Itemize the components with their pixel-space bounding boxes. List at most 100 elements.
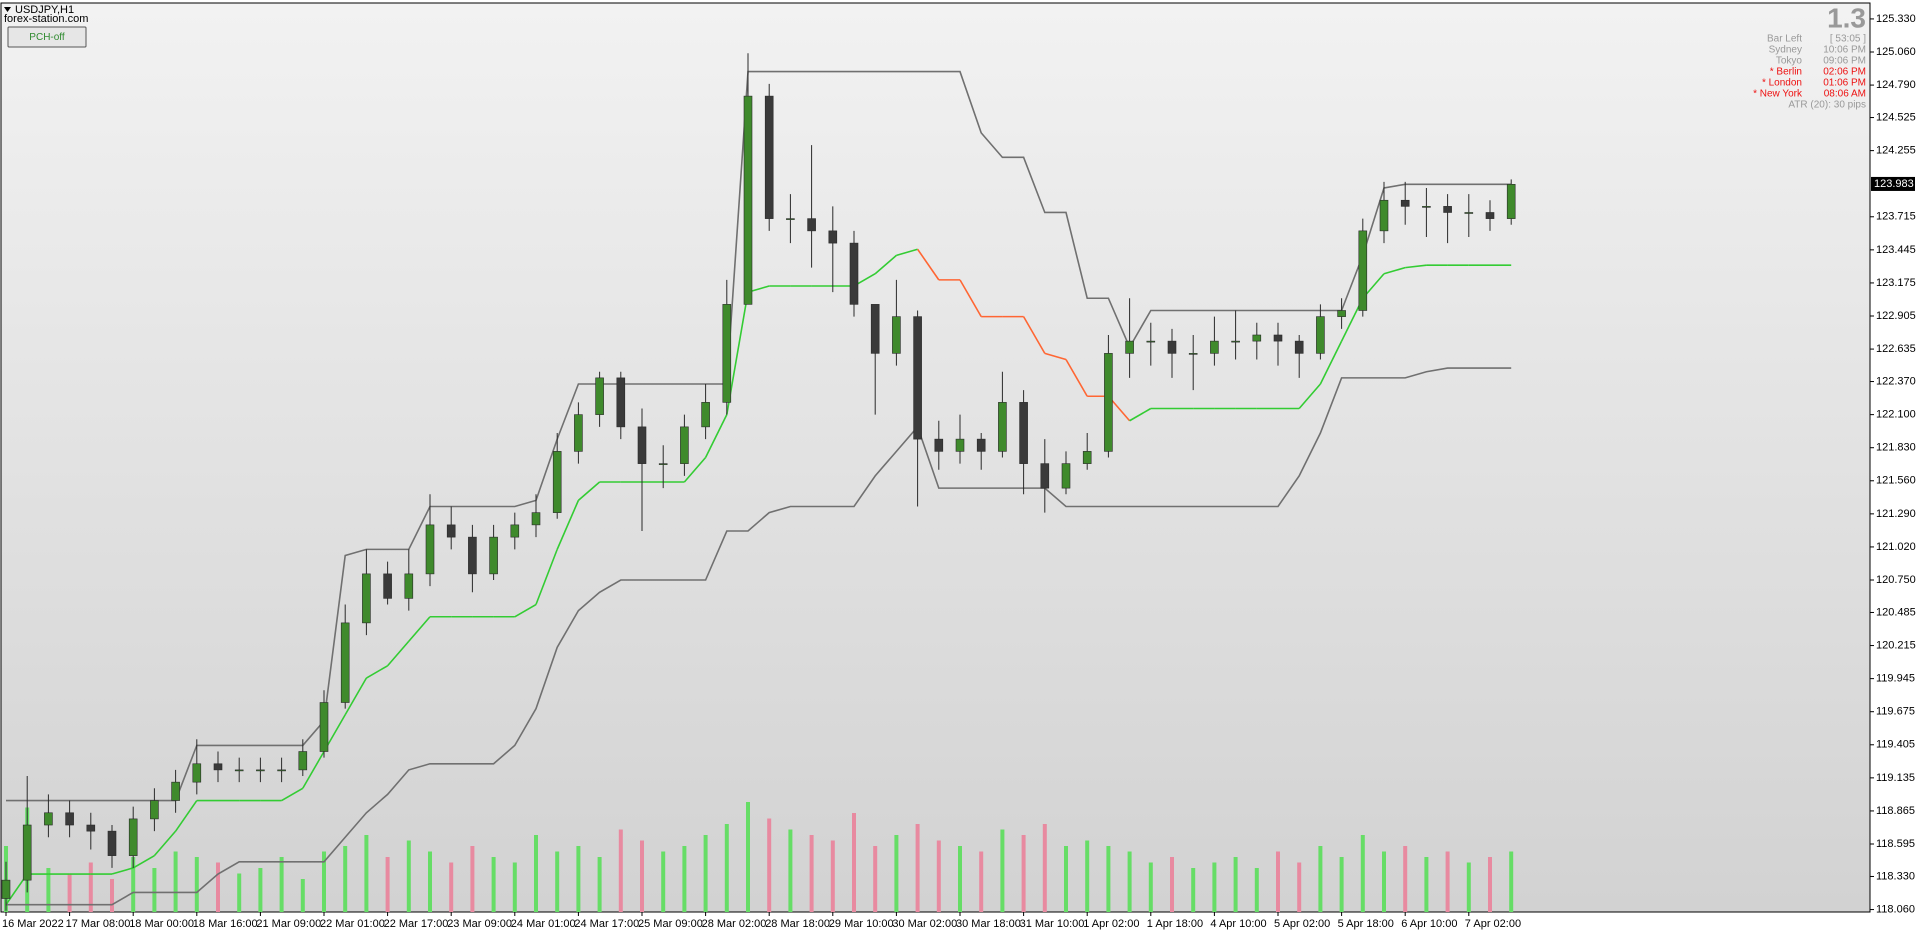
volume-bar [1318, 846, 1323, 912]
candle-body [786, 218, 795, 220]
y-tick-label: 125.060 [1876, 46, 1916, 58]
volume-bar [1042, 824, 1047, 912]
candle-body [1104, 353, 1113, 452]
candle-body [849, 242, 859, 305]
info-value: 10:06 PM [1823, 45, 1866, 56]
volume-bar [428, 851, 432, 912]
volume-bar [809, 835, 814, 912]
candle-body [1422, 206, 1431, 208]
y-tick-label: 124.790 [1876, 79, 1916, 91]
x-tick-label: 30 Mar 02:00 [892, 918, 957, 930]
volume-bar [1191, 868, 1196, 912]
info-value: 02:06 PM [1823, 67, 1866, 78]
channel-line [6, 70, 1512, 802]
candle-body [574, 414, 583, 452]
info-label: * New York [1753, 89, 1803, 100]
indicator-segment [874, 254, 897, 275]
x-tick-label: 22 Mar 17:00 [384, 918, 449, 930]
y-tick-label: 119.675 [1876, 706, 1915, 718]
candle-body [828, 230, 838, 244]
volume-bar [258, 868, 263, 912]
candle-body [976, 438, 986, 452]
candle-body [1485, 212, 1495, 219]
volume-bar [618, 829, 623, 912]
y-tick-label: 125.330 [1876, 13, 1916, 25]
button-label[interactable]: PCH-off [29, 32, 65, 43]
x-tick-label: 22 Mar 01:00 [320, 918, 385, 930]
candle-body [1400, 199, 1410, 207]
info-value: 01:06 PM [1823, 78, 1866, 89]
indicator-segment [556, 500, 580, 550]
candle-body [1316, 316, 1325, 354]
candle-body [192, 763, 202, 783]
indicator-layer [5, 70, 1512, 906]
volume-bar [1000, 829, 1005, 912]
candle-body [616, 377, 626, 428]
indicator-segment [1022, 316, 1046, 354]
indicator-segment [302, 751, 325, 789]
y-tick-label: 120.215 [1876, 639, 1916, 651]
candle-body [1019, 402, 1028, 464]
volume-bar [703, 835, 708, 912]
y-tick-label: 123.175 [1876, 277, 1916, 289]
volume-bar [682, 846, 687, 912]
y-tick-label: 121.020 [1876, 541, 1916, 553]
indicator-segment [153, 830, 177, 857]
volume-bar [152, 868, 157, 912]
indicator-segment [1298, 383, 1322, 410]
volume-bar [1466, 862, 1471, 912]
candle-body [764, 95, 774, 219]
volume-bar [512, 862, 517, 912]
button-frame[interactable] [7, 26, 87, 48]
info-panel: 1.3 Bar Left [ 53:05 ] Sydney 10:06 PM Tokyo 0… [1753, 2, 1866, 110]
volume-bar [1021, 835, 1026, 912]
volume-bar [852, 813, 856, 912]
volume-bar [1148, 862, 1153, 912]
y-tick-label: 122.905 [1876, 310, 1916, 322]
indicator-segment [1405, 264, 1427, 269]
candle-body [128, 818, 138, 856]
candle-body [234, 769, 244, 772]
candle-body [298, 751, 308, 771]
candle-body [1125, 340, 1134, 354]
volume-bar [724, 824, 729, 912]
volume-bar [1064, 846, 1068, 912]
volume-bar [936, 840, 941, 912]
candle-body [1443, 206, 1452, 213]
indicator-segment [577, 481, 601, 501]
volume-bar [1424, 857, 1429, 912]
candle-body [489, 536, 498, 575]
candle-body [404, 573, 414, 599]
indicator-segment [704, 414, 728, 458]
indicator-segment [132, 854, 155, 869]
candle-body [807, 218, 816, 232]
volume-bar [1254, 868, 1259, 912]
indicator-segment [281, 787, 304, 802]
pch-button[interactable]: PCH-off [7, 26, 87, 48]
volume-bar [343, 846, 348, 912]
volume-bar [406, 840, 411, 912]
volume-bar [491, 857, 496, 912]
volume-bar [1233, 857, 1238, 912]
volume-bar [1382, 851, 1386, 912]
volume-bar [1488, 857, 1492, 912]
candle-body [955, 438, 965, 452]
indicator-segment [1044, 352, 1067, 361]
chart-subtitle: forex-station.com [4, 13, 88, 25]
volume-bar [1297, 862, 1302, 912]
candle-body [319, 702, 329, 752]
candle-body [1188, 353, 1198, 355]
indicator-segment [1319, 340, 1343, 385]
x-tick-label: 6 Apr 10:00 [1401, 918, 1457, 930]
candle-body [552, 451, 562, 513]
candle-body [892, 316, 901, 354]
y-tick-label: 121.290 [1876, 508, 1916, 520]
x-tick-label: 5 Apr 18:00 [1338, 918, 1394, 930]
menu-arrow[interactable] [4, 7, 11, 12]
candle-body [1210, 340, 1219, 354]
candle-body [1358, 230, 1368, 311]
y-tick-label: 119.945 [1876, 673, 1915, 685]
volume-bar [1106, 846, 1111, 912]
x-tick-label: 25 Mar 09:00 [638, 918, 703, 930]
x-tick-label: 7 Apr 02:00 [1465, 918, 1521, 930]
